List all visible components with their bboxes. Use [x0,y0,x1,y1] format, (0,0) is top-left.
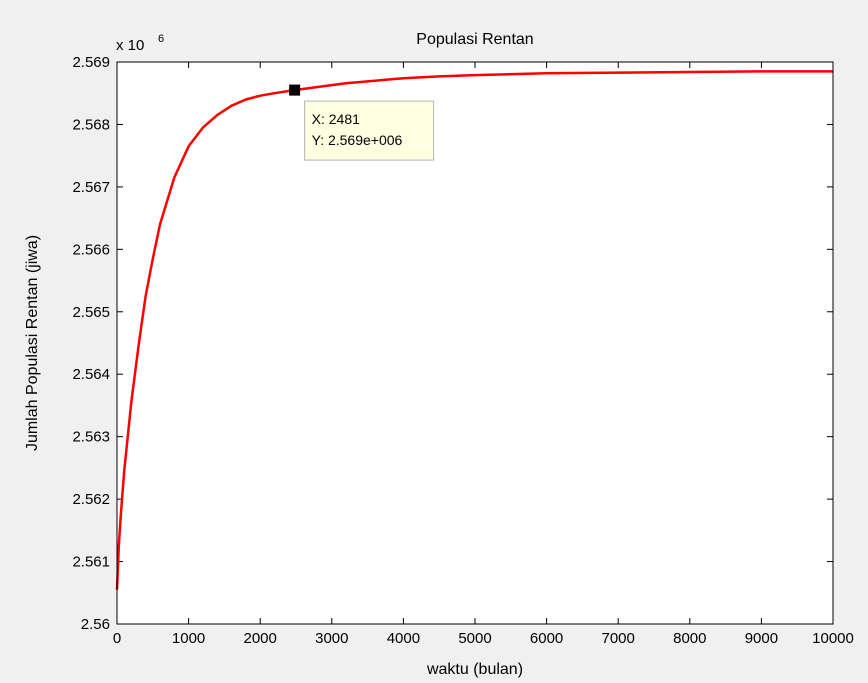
y-tick-label: 2.568 [72,116,110,133]
y-tick-label: 2.565 [72,304,110,321]
x-tick-label: 9000 [745,630,778,647]
x-tick-label: 5000 [458,630,491,647]
x-tick-label: 1000 [172,630,205,647]
y-axis-label: Jumlah Populasi Rentan (jiwa) [24,235,41,451]
series-layer [115,70,833,590]
x-tick-label: 3000 [315,630,348,647]
y-exponent-base: x 10 [116,37,144,54]
tick-labels: 0 1000 2000 3000 4000 5000 6000 7000 8000 9000 100… [72,54,853,647]
y-tick-label: 2.566 [72,241,110,258]
y-tick-label: 2.561 [72,554,110,571]
y-tick-label: 2.569 [72,54,110,71]
y-exponent-power: 6 [158,33,164,45]
series-line [115,70,833,590]
y-tick-label: 2.567 [72,179,110,196]
x-tick-label: 6000 [530,630,563,647]
chart-title: Populasi Rentan [416,31,533,48]
x-tick-label: 8000 [673,630,706,647]
data-tip-marker[interactable] [289,84,301,96]
x-tick-label: 7000 [602,630,635,647]
y-tick-label: 2.564 [72,366,110,383]
x-tick-label: 2000 [244,630,277,647]
x-tick-label: 10000 [812,630,854,647]
x-axis-label: waktu (bulan) [426,661,523,678]
axes-box [116,61,834,625]
x-tick-label: 0 [113,630,121,647]
y-tick-label: 2.562 [72,491,110,508]
data-tip[interactable]: X: 2481 Y: 2.569e+006 [289,84,435,161]
y-tick-label: 2.56 [81,616,110,633]
data-tip-box[interactable] [304,100,435,161]
plot-area [117,62,833,624]
x-tick-label: 4000 [387,630,420,647]
y-exponent-label: x 10 6 [116,33,164,54]
data-tip-y-text: Y: 2.569e+006 [312,132,403,148]
data-tip-x-text: X: 2481 [312,111,360,127]
y-tick-label: 2.563 [72,429,110,446]
